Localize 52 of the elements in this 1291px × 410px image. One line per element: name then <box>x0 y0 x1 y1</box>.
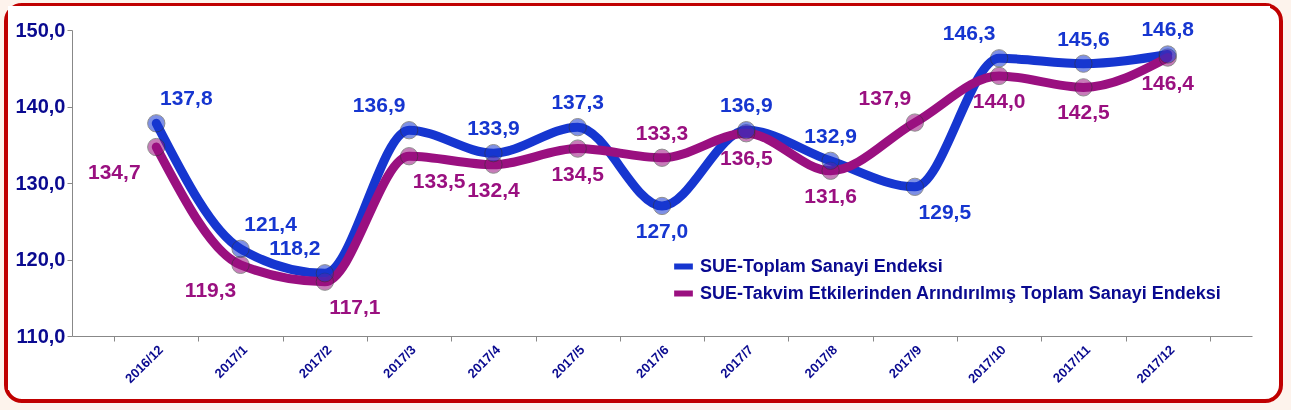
data-label: 137,9 <box>858 85 912 109</box>
point <box>905 177 925 196</box>
y-tick-label: 130,0 <box>15 171 66 194</box>
data-label: 121,4 <box>244 211 298 235</box>
y-tick-label: 150,0 <box>15 18 66 41</box>
point <box>147 137 166 157</box>
point <box>315 264 335 283</box>
y-tick-label: 140,0 <box>15 95 66 117</box>
data-label: 146,8 <box>1141 17 1195 41</box>
y-tick-label: 120,0 <box>15 248 66 270</box>
data-label: 119,3 <box>184 277 237 301</box>
point <box>821 151 840 170</box>
data-label: 136,9 <box>720 93 773 117</box>
point <box>399 147 419 166</box>
point <box>1074 54 1093 73</box>
legend-label: SUE-Takvim Etkilerinden Arındırılmış Toplam Sanayi Endeksi <box>700 282 1221 303</box>
point <box>147 114 166 133</box>
point <box>652 196 672 216</box>
point <box>1074 78 1093 97</box>
point <box>989 49 1009 68</box>
data-label: 133,3 <box>635 120 689 144</box>
data-label: 142,5 <box>1057 100 1111 124</box>
data-label: 118,2 <box>269 236 321 260</box>
data-label: 136,5 <box>720 146 773 170</box>
y-tick-label: 110,0 <box>16 324 66 347</box>
data-label: 133,5 <box>412 169 466 193</box>
data-label: 145,6 <box>1057 26 1110 50</box>
point <box>568 139 587 158</box>
data-label: 129,5 <box>918 199 972 223</box>
point <box>399 121 419 140</box>
data-label: 136,9 <box>352 93 406 117</box>
point <box>568 118 587 137</box>
data-label: 132,4 <box>467 177 521 201</box>
data-label: 134,5 <box>551 161 605 185</box>
data-label: 144,0 <box>972 88 1026 112</box>
data-label: 132,9 <box>804 123 857 147</box>
data-label: 134,7 <box>88 160 141 184</box>
data-label: 137,8 <box>160 86 213 110</box>
data-label: 127,0 <box>635 218 689 242</box>
legend-label: SUE-Toplam Sanayi Endeksi <box>700 255 943 276</box>
point <box>484 144 503 163</box>
data-label: 133,9 <box>467 116 520 140</box>
data-label: 137,3 <box>551 90 604 114</box>
point <box>989 66 1009 86</box>
data-label: 146,3 <box>942 21 996 45</box>
point <box>652 148 672 167</box>
point <box>231 255 250 274</box>
data-label: 131,6 <box>804 183 857 207</box>
data-label: 146,4 <box>1141 70 1195 94</box>
point <box>905 113 925 132</box>
data-label: 117,1 <box>329 294 381 318</box>
point <box>231 239 250 258</box>
